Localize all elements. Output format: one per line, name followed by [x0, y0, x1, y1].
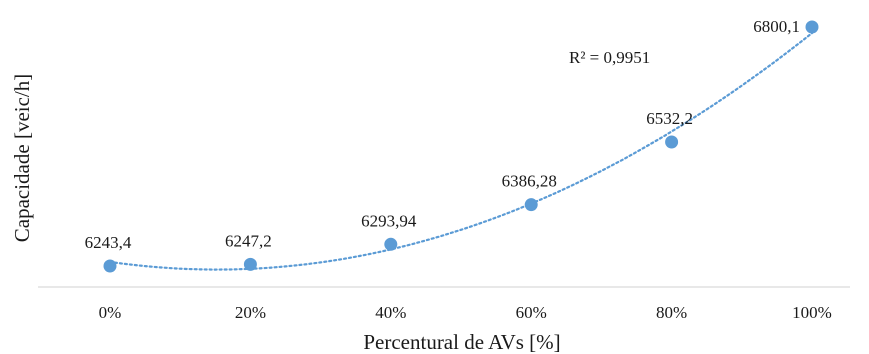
- data-label: 6243,4: [85, 233, 132, 252]
- data-label: 6532,2: [646, 109, 693, 128]
- data-label: 6293,94: [361, 211, 417, 230]
- trendline: [108, 32, 814, 271]
- y-axis-title: Capacidade [veic/h]: [10, 74, 34, 243]
- data-point: [103, 259, 117, 273]
- x-tick-label: 20%: [235, 303, 266, 322]
- data-point: [243, 257, 257, 271]
- x-axis-title: Percentural de AVs [%]: [363, 330, 560, 354]
- r-squared-label: R² = 0,9951: [569, 48, 650, 67]
- data-label: 6800,1: [753, 17, 800, 36]
- data-label: 6386,28: [502, 172, 557, 191]
- data-point: [384, 237, 398, 251]
- x-tick-label: 80%: [656, 303, 687, 322]
- data-point: [805, 20, 819, 34]
- x-tick-label: 60%: [516, 303, 547, 322]
- data-point: [665, 135, 679, 149]
- x-tick-label: 100%: [792, 303, 832, 322]
- data-label: 6247,2: [225, 231, 272, 250]
- x-tick-label: 0%: [99, 303, 122, 322]
- x-tick-label: 40%: [375, 303, 406, 322]
- data-point: [524, 198, 538, 212]
